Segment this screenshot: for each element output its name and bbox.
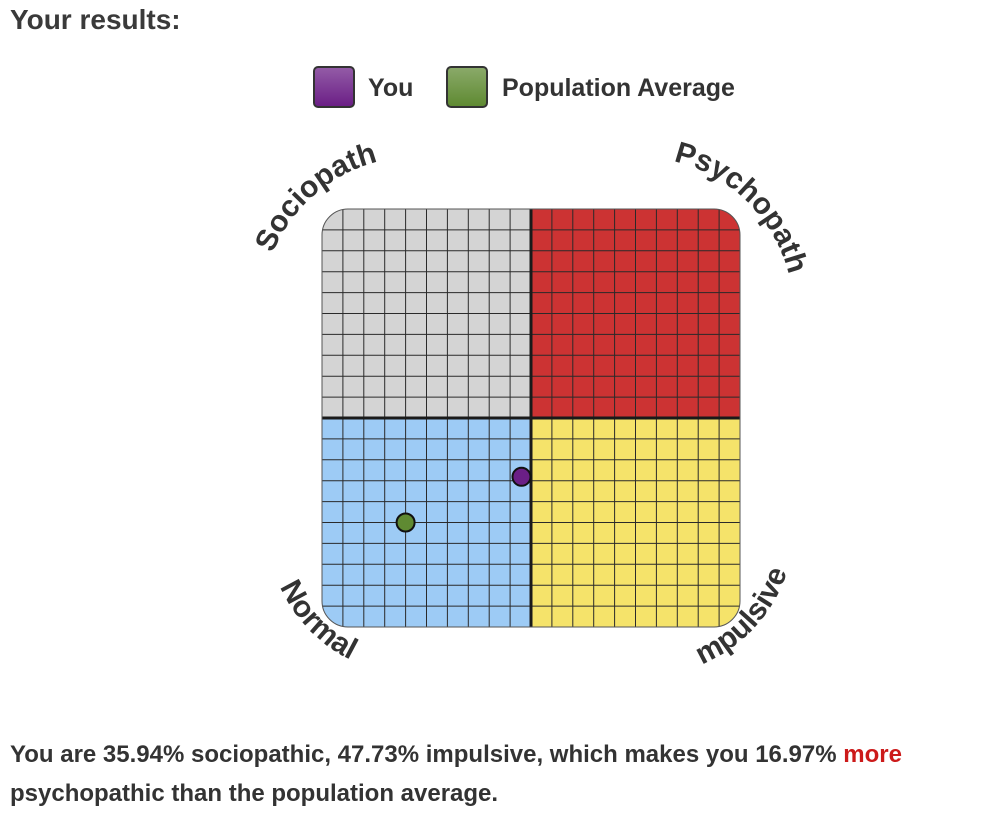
legend-label-population-average: Population Average bbox=[502, 74, 735, 102]
summary-highlight: more bbox=[843, 741, 902, 768]
data-points bbox=[395, 466, 532, 533]
legend-swatch-population-average bbox=[446, 66, 488, 108]
legend-swatch-you bbox=[313, 66, 355, 108]
data-point-you bbox=[511, 466, 532, 487]
result-summary: You are 35.94% sociopathic, 47.73% impul… bbox=[10, 735, 995, 813]
data-point-population-average bbox=[395, 512, 416, 533]
plot-border bbox=[321, 208, 741, 628]
page-title: Your results: bbox=[10, 4, 181, 35]
summary-text-before: You are 35.94% sociopathic, 47.73% impul… bbox=[10, 741, 844, 768]
psychopathy-quadrant-chart: Sociopath Psychopath Normal Impulsive bbox=[0, 130, 814, 671]
legend-label-you: You bbox=[368, 74, 414, 102]
chart-legend: You Population Average bbox=[0, 66, 1000, 114]
plot-area bbox=[322, 209, 740, 627]
summary-text-after: psychopathic than the population average… bbox=[10, 780, 499, 807]
